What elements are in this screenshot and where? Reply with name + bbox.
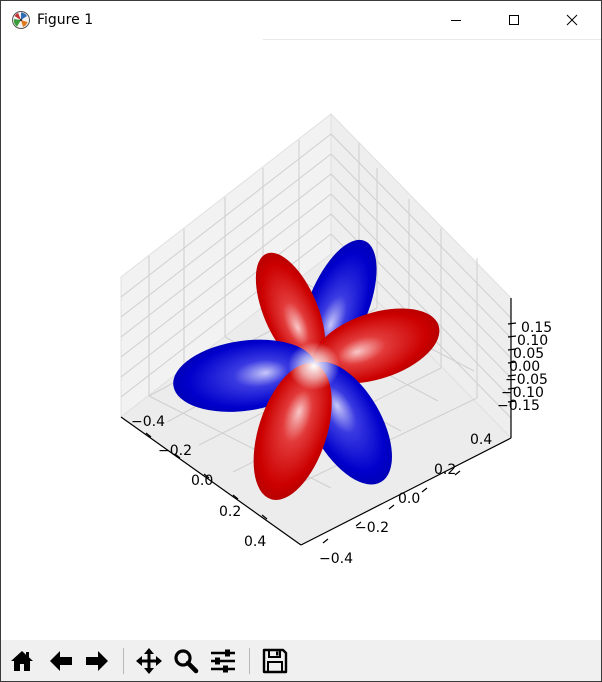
- x-tick-labels: −0.4 −0.2 0.0 0.2 0.4: [131, 414, 266, 550]
- maximize-icon: [509, 15, 519, 25]
- x-axis-line: [120, 416, 302, 546]
- navigation-toolbar: [1, 640, 601, 681]
- axis-lines: [120, 298, 512, 546]
- lobe-red-lower-left: [253, 363, 332, 500]
- toolbar-separator: [123, 648, 124, 674]
- pan-icon: [136, 647, 162, 674]
- window-title: Figure 1: [37, 12, 94, 28]
- y-tick-label: −0.4: [319, 551, 353, 567]
- configure-subplots-icon: [211, 649, 235, 672]
- zoom-button[interactable]: [171, 645, 201, 676]
- y-axis-line: [300, 437, 512, 546]
- x-tick-label: 0.4: [244, 534, 266, 550]
- z-tick-label: 0.05: [513, 346, 544, 362]
- lobe-red-right: [312, 308, 440, 384]
- z-tick-labels: 0.15 0.10 0.05 0.00 −0.05 −0.10 −0.15: [497, 320, 552, 414]
- z-tick-label: −0.05: [505, 372, 548, 388]
- y-tick-label: 0.2: [434, 462, 456, 478]
- z-tick-label: 0.10: [517, 333, 548, 349]
- y-tick-label: 0.0: [398, 491, 420, 507]
- back-button[interactable]: [46, 645, 76, 676]
- y-tick-label: 0.4: [470, 432, 492, 448]
- grid-right-v: [358, 143, 478, 398]
- z-tick-label: −0.15: [497, 398, 540, 414]
- y-tick-marks: [322, 470, 461, 544]
- nodal-center: [288, 342, 340, 390]
- grid-left-v: [148, 140, 300, 396]
- z-tick-label: 0.15: [521, 320, 552, 336]
- maximize-button[interactable]: [485, 1, 543, 39]
- tick-marks: [145, 322, 517, 544]
- minimize-icon: [451, 20, 461, 21]
- save-icon: [262, 648, 288, 673]
- lobe-red-upper-left: [255, 252, 326, 369]
- x-tick-label: 0.2: [219, 504, 241, 520]
- plot-canvas[interactable]: −0.4 −0.2 0.0 0.2 0.4 −0.4 −0.2 0.0 0.2 …: [1, 40, 601, 640]
- x-tick-label: −0.4: [131, 414, 165, 430]
- zoom-icon: [174, 648, 199, 673]
- close-icon: [566, 14, 578, 26]
- home-icon: [11, 650, 33, 671]
- pan-button[interactable]: [134, 645, 164, 676]
- orbital-surface: [173, 239, 440, 500]
- title-bar: Figure 1: [1, 1, 601, 39]
- y-tick-label: −0.2: [355, 520, 389, 536]
- title-separator: [263, 39, 601, 40]
- matplotlib-logo-icon: [12, 11, 30, 29]
- close-button[interactable]: [543, 1, 601, 39]
- x-tick-marks: [145, 432, 268, 520]
- toolbar-separator: [249, 648, 250, 674]
- back-arrow-icon: [50, 650, 72, 671]
- grid-left-h: [120, 133, 332, 398]
- y-tick-labels: −0.4 −0.2 0.0 0.2 0.4: [319, 432, 492, 567]
- z-tick-label: 0.00: [509, 359, 540, 375]
- x-tick-label: −0.2: [158, 443, 192, 459]
- forward-arrow-icon: [86, 650, 108, 671]
- x-tick-label: 0.0: [191, 473, 213, 489]
- grid-right-h: [330, 133, 512, 419]
- forward-button[interactable]: [82, 645, 112, 676]
- z-tick-marks: [507, 322, 517, 403]
- save-button[interactable]: [260, 645, 290, 676]
- configure-subplots-button[interactable]: [208, 645, 238, 676]
- home-button[interactable]: [7, 645, 37, 676]
- minimize-button[interactable]: [427, 1, 485, 39]
- z-tick-label: −0.10: [501, 385, 544, 401]
